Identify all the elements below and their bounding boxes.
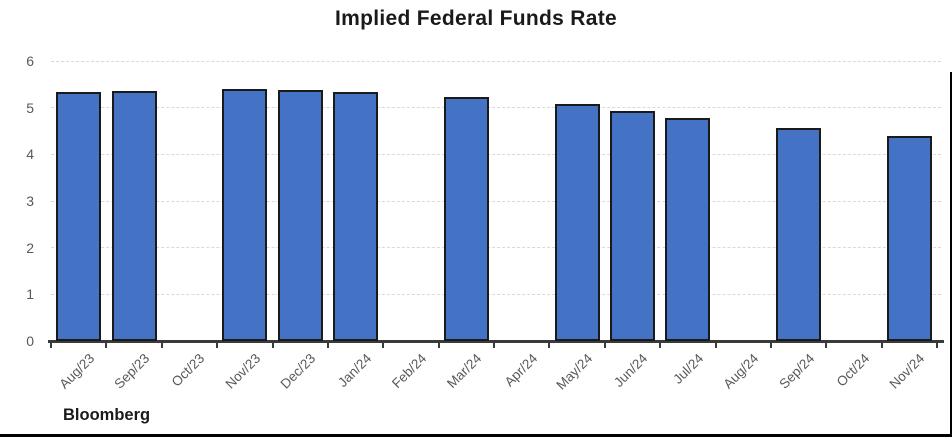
x-axis-label: Aug/23: [56, 350, 98, 392]
bar-may-24: [554, 104, 600, 341]
x-axis-label: Aug/24: [720, 350, 762, 392]
x-axis-label: Apr/24: [501, 350, 541, 390]
y-axis-tick-label: 0: [26, 333, 34, 349]
gridline-6: [51, 60, 941, 62]
x-axis-label: Jun/24: [611, 350, 651, 390]
bar-sep-23: [111, 91, 157, 341]
gridline-3: [51, 200, 941, 202]
x-axis-label: Sep/24: [776, 350, 817, 392]
x-axis-tick: [105, 342, 108, 348]
x-axis-label: Oct/23: [169, 350, 208, 390]
bar-dec-23: [277, 89, 323, 341]
x-axis-label: Jul/24: [670, 350, 707, 387]
x-axis-label: Dec/23: [277, 350, 319, 392]
x-axis-tick: [659, 342, 662, 348]
right-frame-border: [950, 72, 952, 437]
x-axis-tick: [936, 342, 938, 348]
x-axis-tick: [769, 342, 772, 348]
gridline-5: [51, 107, 941, 109]
gridline-2: [51, 247, 941, 249]
y-axis-tick-label: 2: [26, 239, 34, 256]
x-axis-tick: [714, 342, 717, 348]
y-axis-tick-label: 6: [26, 53, 34, 69]
source-label: Bloomberg: [63, 406, 151, 424]
x-axis-label: Feb/24: [388, 350, 430, 392]
bar-mar-24: [443, 97, 489, 341]
x-axis-label: Nov/23: [222, 350, 264, 392]
bottom-frame-border: [0, 434, 952, 437]
y-axis-tick-label: 1: [26, 286, 34, 303]
chart-title: Implied Federal Funds Rate: [334, 7, 618, 30]
y-axis-tick-label: 3: [26, 193, 34, 209]
x-axis-line: [48, 340, 944, 343]
x-axis-tick: [437, 342, 440, 348]
x-axis-tick: [548, 342, 551, 348]
x-axis-tick: [493, 342, 495, 348]
y-axis-tick-label: 5: [26, 99, 34, 116]
bar-jul-24: [665, 118, 711, 341]
x-axis-tick: [603, 342, 606, 348]
x-axis-tick: [880, 342, 883, 348]
gridline-1: [51, 293, 941, 295]
x-axis-tick: [825, 342, 828, 348]
x-axis-label: Jan/24: [334, 350, 374, 390]
x-axis-tick: [271, 342, 274, 348]
bar-sep-24: [776, 128, 822, 341]
bar-nov-23: [222, 89, 268, 341]
x-axis-tick: [160, 342, 163, 348]
bar-jan-24: [333, 92, 379, 341]
gridline-4: [51, 153, 941, 155]
bar-nov-24: [886, 135, 932, 341]
x-axis-tick: [50, 342, 52, 348]
bar-aug-23: [56, 92, 102, 341]
x-axis-label: Oct/24: [833, 350, 873, 390]
x-axis-tick: [382, 342, 385, 348]
x-axis-label: Nov/24: [886, 350, 928, 392]
x-axis-tick: [326, 342, 329, 348]
x-axis-label: Mar/24: [444, 350, 485, 392]
x-axis-label: May/24: [553, 350, 596, 393]
x-axis-tick: [216, 342, 219, 348]
bar-jun-24: [609, 111, 655, 341]
y-axis-tick-label: 4: [26, 146, 34, 163]
x-axis-label: Sep/23: [111, 350, 153, 392]
